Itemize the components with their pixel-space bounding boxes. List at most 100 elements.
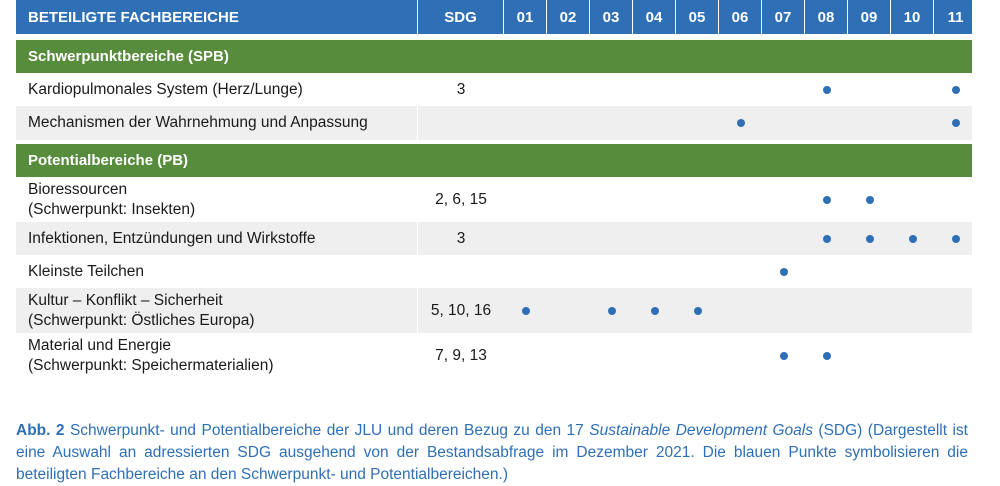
dot-cell-01	[504, 222, 547, 255]
row-name: Kleinste Teilchen	[16, 255, 418, 288]
dot-cell-02	[547, 255, 590, 288]
dot-cell-08	[805, 222, 848, 255]
fachbereiche-table: BETEILIGTE FACHBEREICHE SDG 01 02 03 04 …	[16, 0, 972, 378]
table-row: Kultur – Konflikt – Sicherheit (Schwerpu…	[16, 288, 972, 333]
caption-number: 2	[55, 421, 65, 439]
dot-cell-03	[590, 222, 633, 255]
dot-cell-04	[633, 106, 676, 140]
dot-cell-02	[547, 333, 590, 378]
row-name: Kardiopulmonales System (Herz/Lunge)	[16, 73, 418, 106]
table-row: Mechanismen der Wahrnehmung und Anpassun…	[16, 106, 972, 140]
table-row: Kleinste Teilchen	[16, 255, 972, 288]
dot-cell-04	[633, 255, 676, 288]
dot-cell-06	[719, 106, 762, 140]
dot-cell-10	[891, 106, 934, 140]
dot-cell-03	[590, 73, 633, 106]
dot-cell-08	[805, 333, 848, 378]
header-col-11: 11	[947, 8, 964, 26]
caption-text-after: (SDG) (Dargestellt ist eine Auswahl an a…	[16, 421, 968, 483]
dot-marker	[822, 85, 831, 94]
dot-cell-05	[676, 222, 719, 255]
row-name: Kultur – Konflikt – Sicherheit (Schwerpu…	[16, 288, 418, 333]
dot-cell-11	[934, 222, 977, 255]
dot-cell-05	[676, 333, 719, 378]
table-row: Material und Energie (Schwerpunkt: Speic…	[16, 333, 972, 378]
dot-marker	[822, 234, 831, 243]
dot-cell-03	[590, 177, 633, 222]
header-col-06: 06	[719, 0, 762, 34]
dot-cell-04	[633, 222, 676, 255]
dot-cell-08	[805, 73, 848, 106]
dot-cell-05	[676, 106, 719, 140]
dot-cell-10	[891, 73, 934, 106]
dot-cell-03	[590, 106, 633, 140]
section-title: Potentialbereiche (PB)	[28, 152, 189, 169]
header-col-04: 04	[633, 0, 676, 34]
header-sdg: SDG	[418, 0, 504, 34]
dot-cell-01	[504, 255, 547, 288]
header-col-03: 03	[590, 0, 633, 34]
dot-cell-08	[805, 106, 848, 140]
dot-cell-02	[547, 177, 590, 222]
header-col-07: 07	[762, 0, 805, 34]
header-col-02: 02	[547, 0, 590, 34]
dot-cell-06	[719, 288, 762, 333]
dot-cell-04	[633, 73, 676, 106]
dot-cell-02	[547, 73, 590, 106]
dot-cell-09	[848, 222, 891, 255]
dot-cell-11	[934, 106, 977, 140]
header-col-08: 08	[805, 0, 848, 34]
dot-cell-06	[719, 333, 762, 378]
dot-cell-07	[762, 73, 805, 106]
table-row: Infektionen, Entzündungen und Wirkstoffe…	[16, 222, 972, 255]
dot-cell-10	[891, 222, 934, 255]
dot-marker	[951, 234, 960, 243]
dot-cell-10	[891, 255, 934, 288]
dot-marker	[865, 195, 874, 204]
dot-cell-04	[633, 288, 676, 333]
dot-cell-09	[848, 106, 891, 140]
dot-marker	[822, 195, 831, 204]
dot-cell-08	[805, 255, 848, 288]
dot-cell-04	[633, 333, 676, 378]
row-sdg: 3	[456, 229, 466, 247]
dot-cell-05	[676, 177, 719, 222]
dot-cell-06	[719, 177, 762, 222]
row-sdg	[418, 255, 504, 288]
row-name: Bioressourcen (Schwerpunkt: Insekten)	[16, 177, 418, 222]
header-col-01: 01	[504, 0, 547, 34]
dot-marker	[822, 351, 831, 360]
dot-cell-04	[633, 177, 676, 222]
dot-marker	[951, 119, 960, 127]
dot-cell-02	[547, 288, 590, 333]
caption-italic: Sustainable Development Goals	[589, 421, 813, 439]
dot-cell-02	[547, 106, 590, 140]
dot-marker	[908, 234, 917, 243]
dot-marker	[779, 267, 788, 276]
dot-cell-08	[805, 177, 848, 222]
row-name: Mechanismen der Wahrnehmung und Anpassun…	[16, 106, 418, 140]
dot-cell-09	[848, 288, 891, 333]
dot-cell-05	[676, 73, 719, 106]
dot-cell-10	[891, 177, 934, 222]
dot-cell-07	[762, 333, 805, 378]
dot-cell-09	[848, 73, 891, 106]
header-col-09: 09	[848, 0, 891, 34]
section-spb-header: Schwerpunktbereiche (SPB)	[16, 40, 972, 73]
dot-marker	[521, 306, 530, 315]
dot-cell-03	[590, 333, 633, 378]
row-sdg: 2, 6, 15	[435, 190, 487, 208]
section-pb-header: Potentialbereiche (PB)	[16, 144, 972, 177]
dot-cell-06	[719, 73, 762, 106]
dot-cell-02	[547, 222, 590, 255]
dot-cell-01	[504, 333, 547, 378]
dot-cell-07	[762, 106, 805, 140]
header-col-05: 05	[676, 0, 719, 34]
dot-cell-01	[504, 288, 547, 333]
dot-cell-11	[934, 333, 977, 378]
caption-label: Abb.	[16, 421, 51, 439]
row-sdg: 3	[456, 80, 466, 98]
dot-cell-11	[934, 288, 977, 333]
dot-cell-07	[762, 222, 805, 255]
dot-cell-05	[676, 288, 719, 333]
